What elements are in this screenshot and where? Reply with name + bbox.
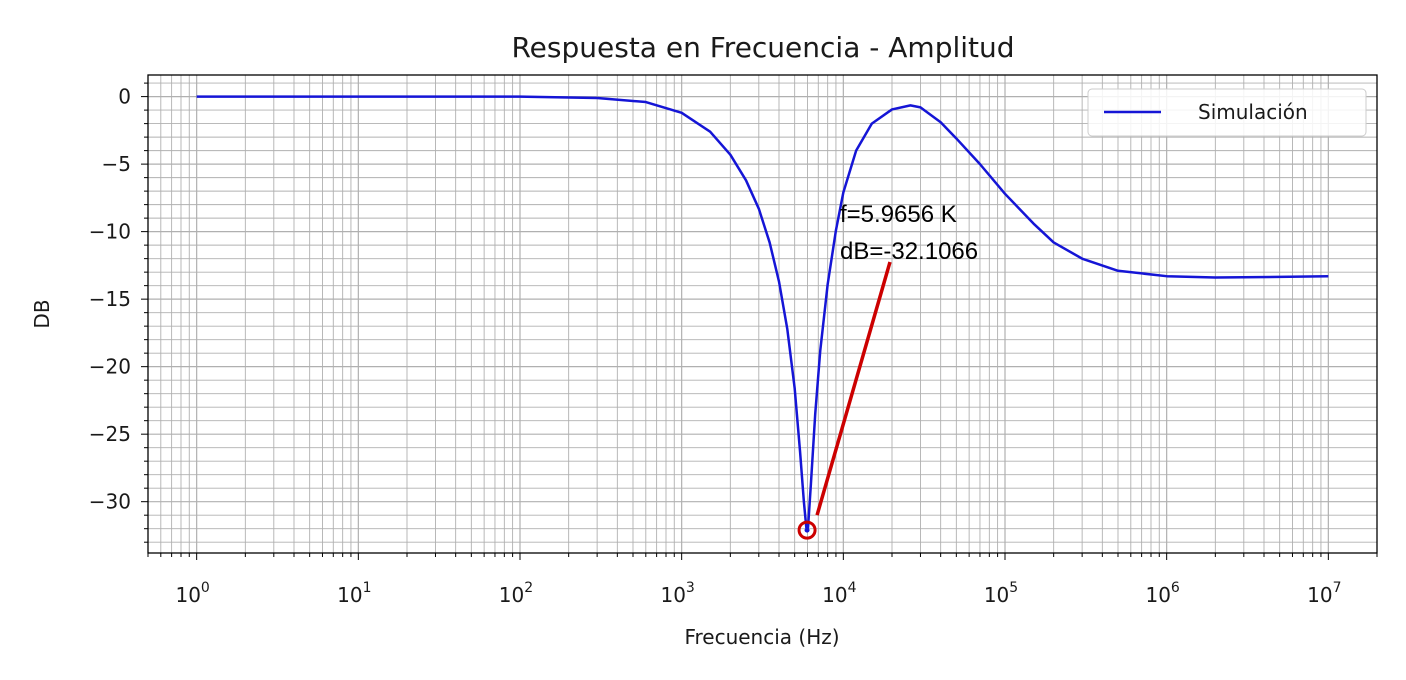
legend: Simulación bbox=[1087, 88, 1367, 137]
x-tick-label: 107 bbox=[1307, 580, 1341, 607]
series-line-simulacion bbox=[196, 95, 1329, 532]
series-layer bbox=[196, 95, 1329, 532]
y-axis-label: DB bbox=[30, 299, 54, 328]
y-tick-label: −15 bbox=[89, 287, 131, 311]
min-point-dot bbox=[804, 527, 810, 533]
legend-label-simulacion: Simulación bbox=[1198, 100, 1308, 124]
x-tick-label: 101 bbox=[337, 580, 371, 607]
y-tick-label: −25 bbox=[89, 422, 131, 446]
x-tick-label: 105 bbox=[984, 580, 1018, 607]
min-point-marker bbox=[797, 520, 817, 540]
y-tick-label: −30 bbox=[89, 490, 131, 514]
annotation-db: dB=-32.1066 bbox=[840, 238, 978, 265]
annotation-arrow bbox=[815, 261, 892, 516]
plot-frame bbox=[147, 74, 1378, 554]
grid bbox=[147, 75, 1378, 553]
y-tick-label: −20 bbox=[89, 355, 131, 379]
annotation-frequency: f=5.9656 K bbox=[840, 201, 957, 228]
x-tick-label: 100 bbox=[175, 580, 209, 607]
y-tick-label: −10 bbox=[89, 220, 131, 244]
axis-ticks: 100 101 102 103 104 105 106 107 0 −5 −10 −15 −20 −25 −… bbox=[89, 82, 1378, 607]
x-tick-label: 104 bbox=[822, 580, 856, 607]
x-tick-label: 102 bbox=[499, 580, 533, 607]
x-tick-label: 103 bbox=[660, 580, 694, 607]
annotation: f=5.9656 K dB=-32.1066 bbox=[797, 201, 978, 540]
y-tick-label: −5 bbox=[102, 152, 131, 176]
legend-box bbox=[1087, 88, 1367, 137]
y-tick-label: 0 bbox=[118, 85, 131, 109]
chart-title: Respuesta en Frecuencia - Amplitud bbox=[511, 31, 1014, 64]
x-tick-label: 106 bbox=[1145, 580, 1179, 607]
x-axis-label: Frecuencia (Hz) bbox=[684, 625, 839, 649]
